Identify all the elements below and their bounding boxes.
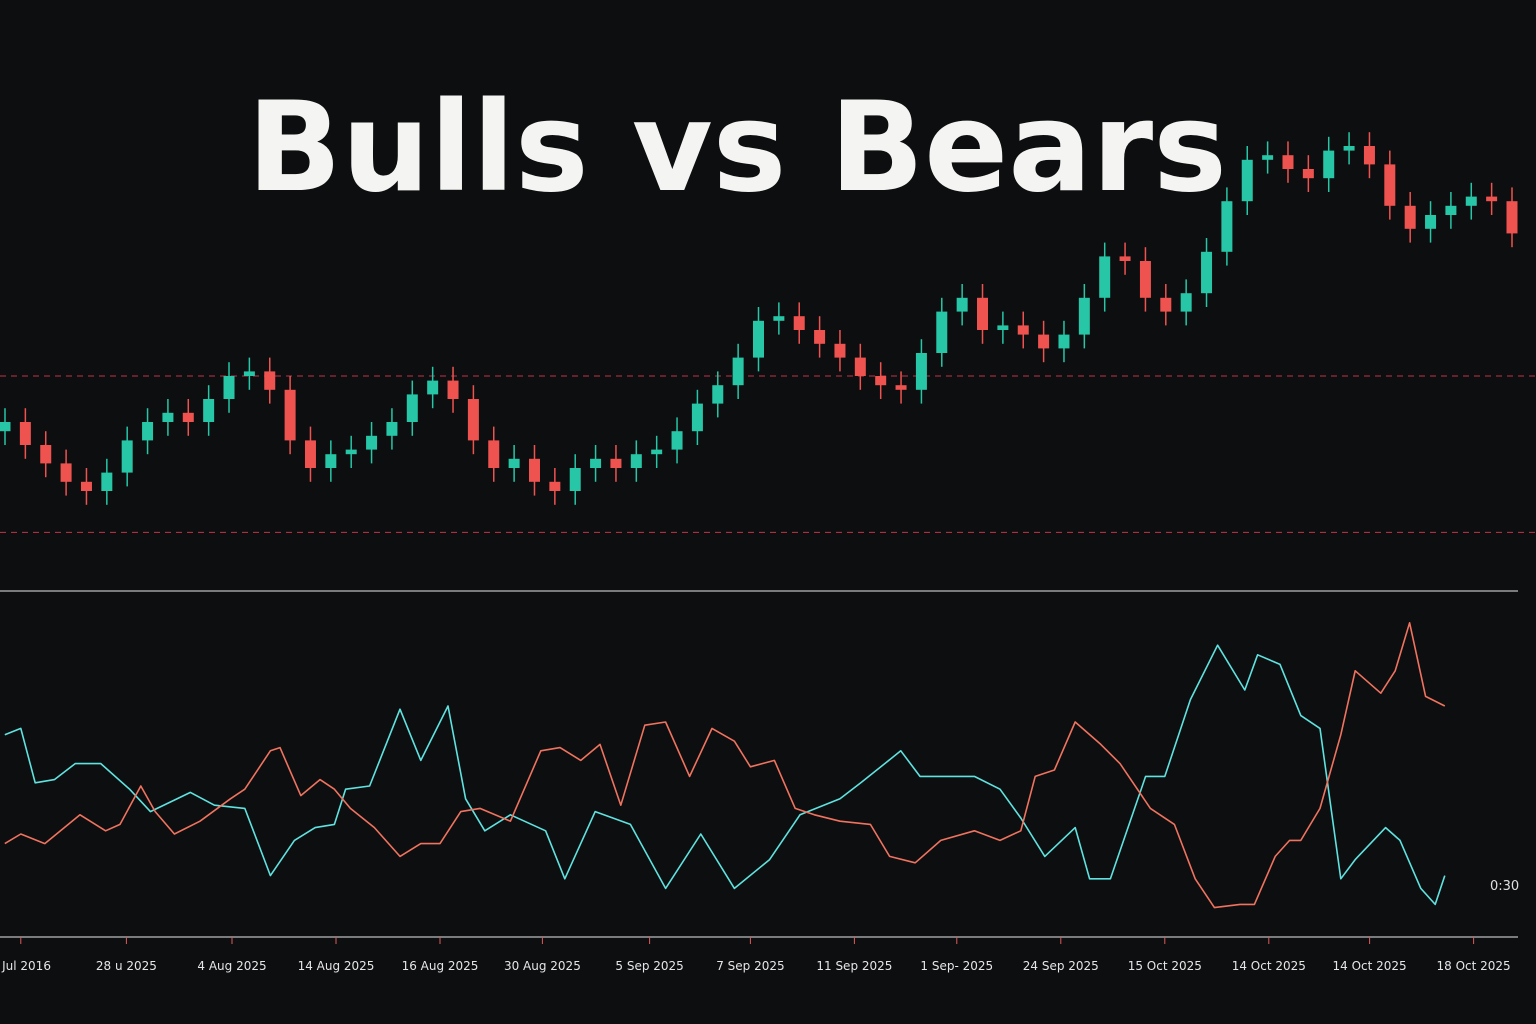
candle-body <box>569 468 581 491</box>
candle-body <box>1099 256 1111 298</box>
candle-body <box>60 463 72 482</box>
candle-body <box>549 481 561 491</box>
candle-body <box>1221 201 1233 252</box>
candle-body <box>528 458 540 482</box>
candle-body <box>1486 196 1498 202</box>
candle-body <box>488 440 500 468</box>
candle-body <box>590 458 602 468</box>
candle-body <box>1465 196 1477 206</box>
candle-body <box>1241 159 1253 202</box>
chart-title: Bulls vs Bears <box>247 76 1227 220</box>
candle-body <box>814 330 826 344</box>
x-tick-label: 14 Oct 2025 <box>1232 959 1306 973</box>
x-tick-label: 11 Sep 2025 <box>816 959 892 973</box>
x-tick-label: 28 u 2025 <box>96 959 157 973</box>
candle-body <box>1201 251 1213 294</box>
x-tick-label: 30 Aug 2025 <box>504 959 581 973</box>
candle-body <box>610 458 622 468</box>
candle-body <box>284 389 296 441</box>
candle-body <box>386 422 398 436</box>
candle-body <box>304 440 316 468</box>
candle-body <box>1282 155 1294 169</box>
candle-body <box>671 431 683 450</box>
candle-body <box>142 422 154 441</box>
candle-body <box>1139 261 1151 298</box>
candle-body <box>447 380 459 399</box>
candle-body <box>936 311 948 353</box>
candle-body <box>121 440 133 473</box>
candle-body <box>712 385 724 404</box>
candle-body <box>162 412 174 422</box>
candle-body <box>406 394 418 422</box>
candle-body <box>325 454 337 468</box>
candle-body <box>223 376 235 399</box>
candle-body <box>366 435 378 450</box>
candle-body <box>40 445 52 464</box>
candle-body <box>243 371 255 376</box>
x-tick-label: 5 Sep 2025 <box>615 959 683 973</box>
x-tick-label: 5 Jul 2016 <box>0 959 51 973</box>
candle-body <box>182 412 194 422</box>
candle-body <box>1038 334 1050 349</box>
candle-body <box>997 325 1009 330</box>
candle-body <box>1078 297 1090 335</box>
candle-body <box>1017 325 1029 335</box>
candle-body <box>1425 215 1437 229</box>
candle-body <box>915 353 927 390</box>
candle-body <box>895 385 907 390</box>
candle-body <box>264 371 276 390</box>
candle-body <box>508 458 520 468</box>
candle-body <box>1262 155 1274 160</box>
candle-body <box>101 472 113 491</box>
candle-body <box>773 316 785 321</box>
candle-body <box>793 316 805 330</box>
candle-body <box>1323 150 1335 179</box>
candle-body <box>1384 164 1396 206</box>
x-tick-label: 24 Sep 2025 <box>1023 959 1099 973</box>
candle-body <box>630 454 642 468</box>
annotation: 0:30 <box>1490 879 1519 894</box>
candle-body <box>203 399 215 422</box>
x-tick-label: 16 Aug 2025 <box>402 959 479 973</box>
x-tick-label: 14 Aug 2025 <box>298 959 375 973</box>
candle-body <box>875 376 887 386</box>
candle-body <box>1343 146 1355 151</box>
candle-body <box>854 357 866 376</box>
x-tick-label: 1 Sep- 2025 <box>920 959 993 973</box>
x-tick-label: 4 Aug 2025 <box>197 959 266 973</box>
x-tick-label: 15 Oct 2025 <box>1128 959 1202 973</box>
candle-body <box>691 403 703 432</box>
x-tick-label: 18 Oct 2025 <box>1437 959 1511 973</box>
candle-body <box>1302 169 1314 179</box>
candle-body <box>1119 256 1131 261</box>
candle-body <box>1058 334 1070 349</box>
candle-body <box>80 481 92 491</box>
candle-body <box>1160 297 1172 312</box>
candle-body <box>1506 201 1518 234</box>
candle-body <box>651 449 663 455</box>
candle-body <box>732 357 744 386</box>
candle-body <box>345 449 357 455</box>
candle-body <box>1180 293 1192 312</box>
series-line <box>4 622 1446 909</box>
candle-body <box>956 297 968 312</box>
candle-body <box>834 343 846 358</box>
candle-body <box>1445 205 1457 215</box>
candle-body <box>0 422 11 432</box>
candle-body <box>19 422 31 445</box>
x-tick-label: 14 Oct 2025 <box>1333 959 1407 973</box>
candle-body <box>1404 205 1416 229</box>
candle-body <box>427 380 439 395</box>
candle-body <box>753 320 764 358</box>
x-tick-label: 7 Sep 2025 <box>716 959 784 973</box>
candle-body <box>1363 146 1375 165</box>
series-line <box>4 644 1446 906</box>
candle-body <box>467 399 479 441</box>
candle-body <box>977 297 989 330</box>
